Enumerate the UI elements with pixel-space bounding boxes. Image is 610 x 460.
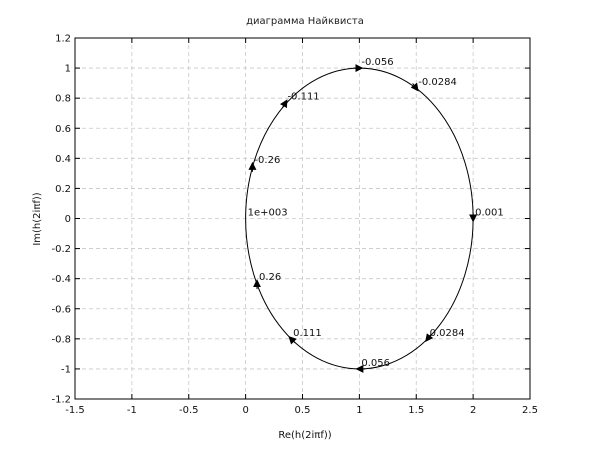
y-tick-label: 1	[65, 64, 71, 75]
direction-arrow	[279, 99, 288, 109]
frequency-label: -0.0284	[418, 77, 457, 88]
frequency-label: -0.26	[254, 155, 280, 166]
x-tick-label: -1.5	[65, 405, 85, 416]
y-axis-label: Im(h(2iπf))	[32, 192, 43, 245]
x-tick-label: 2	[470, 405, 476, 416]
frequency-label: 0.111	[293, 328, 322, 339]
y-tick-label: 0.2	[55, 184, 71, 195]
x-tick-label: -0.5	[179, 405, 199, 416]
frequency-label: -0.056	[361, 57, 393, 68]
x-tick-label: 0.5	[295, 405, 311, 416]
y-tick-label: 0	[65, 214, 71, 225]
y-tick-label: -1.2	[51, 395, 71, 406]
y-tick-label: -0.2	[51, 244, 71, 255]
x-tick-label: 0	[242, 405, 248, 416]
frequency-label: 1e+003	[248, 208, 288, 219]
x-tick-label: 1	[356, 405, 362, 416]
y-tick-label: 0.8	[55, 94, 71, 105]
chart-title: диаграмма Найквиста	[246, 16, 364, 27]
frequency-label: 0.26	[259, 272, 281, 283]
plot-frame	[74, 37, 531, 400]
x-tick-label: 1.5	[408, 405, 424, 416]
y-tick-label: 0.6	[55, 124, 71, 135]
y-tick-label: -0.4	[51, 274, 71, 285]
y-tick-label: -0.6	[51, 304, 71, 315]
frequency-label: 0.001	[475, 208, 504, 219]
direction-arrow	[410, 82, 419, 92]
x-tick-label: -1	[127, 405, 137, 416]
x-tick-label: 2.5	[522, 405, 538, 416]
frequency-annotations: -0.056 -0.0284 0.001 0.0284 0.056 0.111 0.26 1e…	[248, 57, 504, 373]
direction-arrow	[425, 333, 434, 343]
grid	[75, 38, 530, 399]
y-tick-label: 0.4	[55, 154, 71, 165]
frequency-label: 0.0284	[430, 328, 465, 339]
axis-ticks: -1.5 -1 -0.5 0 0.5 1 1.5 2 2.5 -1.2 -1 -0.8 -0.6 -0.4…	[51, 34, 537, 417]
y-tick-label: -0.8	[51, 334, 71, 345]
frequency-label: 0.056	[361, 358, 390, 369]
y-tick-label: 1.2	[55, 34, 71, 45]
y-tick-label: -1	[61, 364, 71, 375]
frequency-label: -0.111	[287, 92, 319, 103]
direction-arrow	[288, 336, 297, 345]
x-axis-label: Re(h(2iπf))	[278, 430, 331, 441]
